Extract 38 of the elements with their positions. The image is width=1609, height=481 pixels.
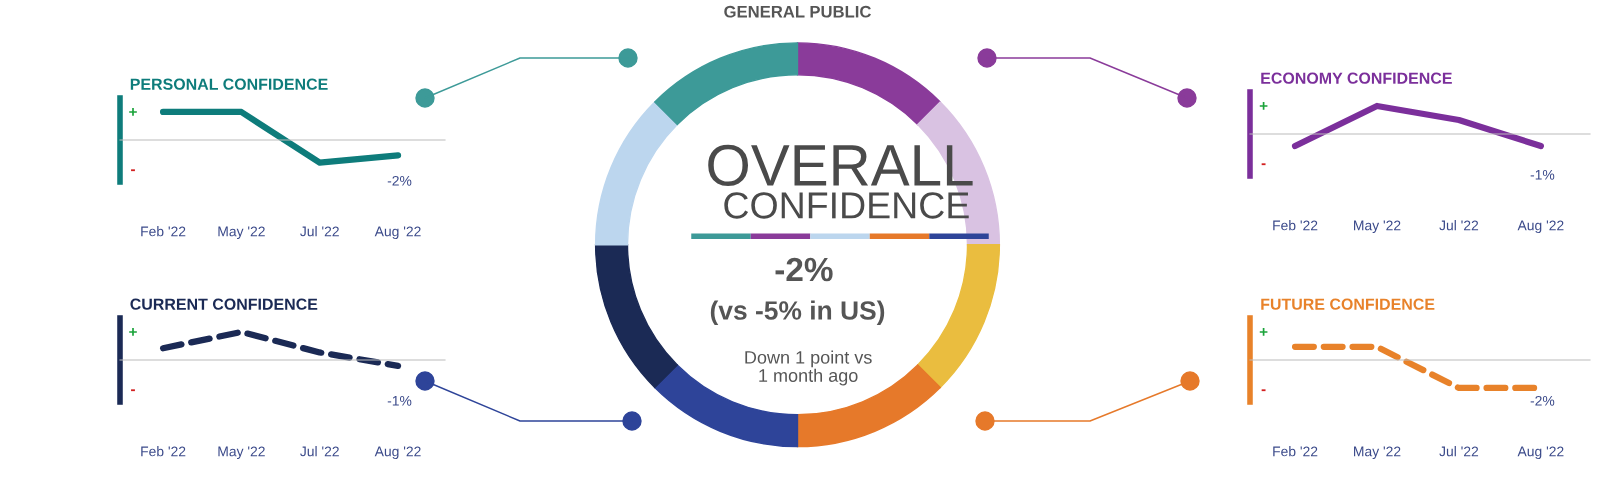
text: - (1261, 163, 1266, 166)
text: Down 1 point vs 1 month ago (745, 350, 872, 386)
x-tick-label: Aug '22 (374, 446, 421, 460)
text: -2% (1530, 395, 1555, 406)
annotation: + (129, 108, 137, 116)
text: -2% (387, 175, 412, 186)
x-tick-label: Feb '22 (1273, 446, 1318, 457)
chart-title: FUTURE CONFIDENCE (1261, 298, 1435, 310)
text: CONFIDENCE (724, 192, 969, 219)
chart-title: CURRENT CONFIDENCE (130, 298, 318, 310)
x-tick-label: Feb '22 (1273, 220, 1318, 231)
x-tick-label: May '22 (218, 226, 265, 240)
x-tick-label: Jul '22 (1439, 446, 1479, 457)
x-tick-label: Jul '22 (300, 226, 339, 237)
x-tick-label: Aug '22 (374, 226, 421, 240)
chart-title: ECONOMY CONFIDENCE (1261, 72, 1452, 84)
x-tick-label: May '22 (1354, 446, 1401, 460)
x-tick-label: Jul '22 (1439, 220, 1479, 231)
x-tick-label: Jul '22 (300, 446, 339, 457)
chart-title: PERSONAL CONFIDENCE (130, 78, 328, 90)
text: GENERAL PUBLIC (724, 5, 871, 18)
text: (vs -5% in US) (710, 300, 885, 326)
text: + (1259, 328, 1268, 336)
x-tick-label: Feb '22 (141, 226, 186, 237)
text: - (1261, 389, 1266, 392)
x-tick-label: Aug '22 (1517, 220, 1564, 234)
text: -1% (1530, 169, 1555, 180)
text: - (131, 389, 135, 392)
x-tick-label: May '22 (218, 446, 265, 460)
text: OVERALL (708, 144, 973, 187)
x-tick-label: Aug '22 (1517, 446, 1564, 460)
annotation: + (1259, 102, 1268, 110)
x-tick-label: May '22 (1354, 220, 1401, 234)
text: -2% (775, 257, 833, 282)
text: -1% (387, 395, 412, 406)
annotation: + (129, 328, 137, 336)
x-tick-label: Feb '22 (141, 446, 186, 457)
text: - (131, 169, 135, 172)
